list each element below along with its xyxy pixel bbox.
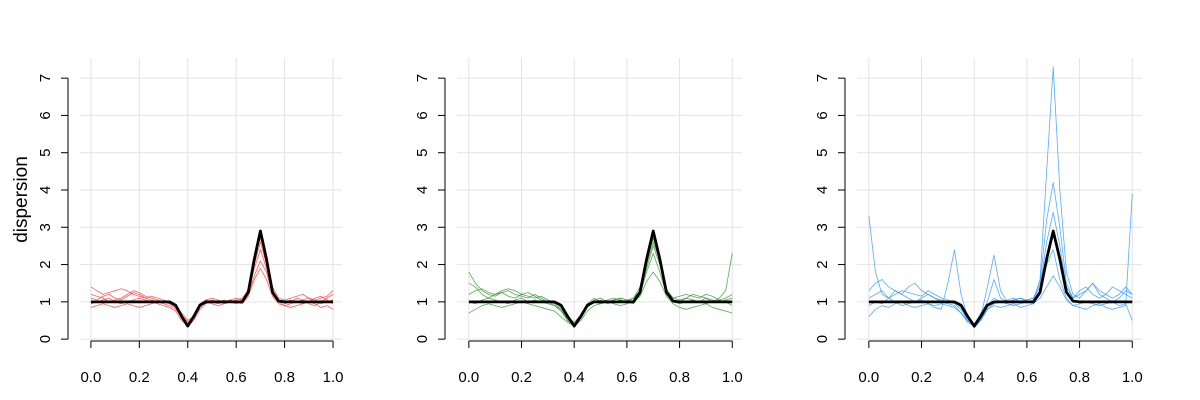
y-axis-label: dispersion <box>11 156 32 243</box>
x-tick-label: 1.0 <box>722 369 743 386</box>
x-tick-label: 0.4 <box>177 369 198 386</box>
x-tick-label: 0.8 <box>669 369 690 386</box>
y-tick-label: 2 <box>414 260 431 268</box>
y-tick-label: 1 <box>37 298 54 306</box>
sample-line <box>468 238 733 325</box>
y-tick-label: 6 <box>814 111 831 119</box>
y-tick-label: 3 <box>814 223 831 231</box>
y-tick-label: 4 <box>814 186 831 194</box>
panel: 0.0 0.2 0.4 0.6 0.8 1.0 0 1 2 3 4 5 6 7 <box>414 58 743 386</box>
x-tick-label: 0.4 <box>964 369 985 386</box>
panel: 0.0 0.2 0.4 0.6 0.8 1.0 0 1 2 3 4 5 6 7 dispersion <box>11 58 343 386</box>
y-tick-label: 6 <box>414 111 431 119</box>
reference-line <box>468 229 733 328</box>
y-tick-label: 6 <box>37 111 54 119</box>
x-tick-label: 0.8 <box>1069 369 1090 386</box>
x-tick-label: 0.8 <box>274 369 295 386</box>
sample-line <box>868 193 1133 329</box>
sample-line <box>468 241 733 323</box>
y-tick-label: 0 <box>414 335 431 343</box>
sample-line <box>90 238 334 321</box>
sample-line <box>90 249 334 325</box>
y-tick-label: 7 <box>814 74 831 82</box>
x-tick-label: 1.0 <box>323 369 344 386</box>
x-tick-label: 0.0 <box>80 369 101 386</box>
x-tick-label: 0.2 <box>129 369 150 386</box>
y-tick-label: 2 <box>37 260 54 268</box>
y-tick-label: 7 <box>37 74 54 82</box>
y-tick-label: 3 <box>37 223 54 231</box>
y-tick-label: 2 <box>814 260 831 268</box>
sample-line <box>468 271 733 327</box>
reference-line <box>868 229 1133 328</box>
sample-line <box>90 260 334 323</box>
reference-line <box>90 229 334 328</box>
y-tick-label: 0 <box>814 335 831 343</box>
sample-line <box>468 245 733 327</box>
x-tick-label: 0.2 <box>911 369 932 386</box>
x-tick-label: 0.6 <box>1016 369 1037 386</box>
sample-line <box>90 241 334 325</box>
sample-line <box>868 211 1133 325</box>
sample-line <box>90 267 334 327</box>
y-tick-label: 1 <box>814 298 831 306</box>
x-tick-label: 0.0 <box>458 369 479 386</box>
y-tick-label: 5 <box>414 149 431 157</box>
y-tick-label: 5 <box>814 149 831 157</box>
x-tick-label: 0.4 <box>564 369 585 386</box>
y-tick-label: 1 <box>414 298 431 306</box>
y-tick-label: 3 <box>414 223 431 231</box>
x-tick-label: 0.2 <box>511 369 532 386</box>
x-tick-label: 1.0 <box>1122 369 1143 386</box>
y-tick-label: 5 <box>37 149 54 157</box>
x-tick-label: 0.6 <box>226 369 247 386</box>
y-tick-label: 0 <box>37 335 54 343</box>
y-tick-label: 4 <box>37 186 54 194</box>
x-tick-label: 0.6 <box>616 369 637 386</box>
x-tick-label: 0.0 <box>858 369 879 386</box>
y-tick-label: 4 <box>414 186 431 194</box>
y-tick-label: 7 <box>414 74 431 82</box>
panel: 0.0 0.2 0.4 0.6 0.8 1.0 0 1 2 3 4 5 6 7 <box>814 58 1143 386</box>
